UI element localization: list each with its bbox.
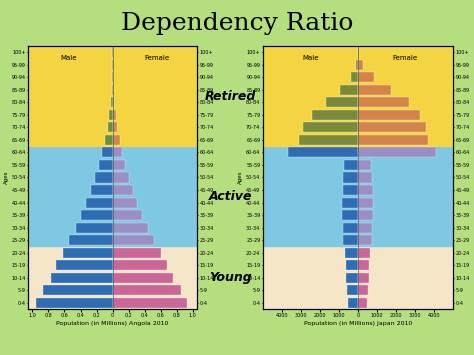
Bar xyxy=(343,185,358,195)
Bar xyxy=(112,210,142,220)
Text: Male: Male xyxy=(60,55,77,61)
Bar xyxy=(347,285,358,295)
Bar xyxy=(99,160,112,170)
Bar xyxy=(112,97,114,108)
Bar xyxy=(358,235,372,245)
Bar xyxy=(358,122,426,132)
Bar xyxy=(346,247,358,258)
Bar xyxy=(28,46,197,146)
Bar xyxy=(112,260,167,270)
Bar xyxy=(82,210,112,220)
Bar xyxy=(344,235,358,245)
Bar xyxy=(109,110,112,120)
Bar xyxy=(351,72,358,82)
Bar xyxy=(112,173,129,182)
Text: Male: Male xyxy=(302,55,319,61)
Bar xyxy=(343,173,358,182)
Bar xyxy=(346,260,358,270)
Text: Dependency Ratio: Dependency Ratio xyxy=(121,12,353,36)
Bar xyxy=(342,210,358,220)
Bar xyxy=(358,297,367,307)
Bar xyxy=(105,135,112,145)
Bar xyxy=(358,48,359,58)
Bar xyxy=(299,135,358,145)
Bar xyxy=(112,147,122,158)
Bar xyxy=(340,85,358,95)
Text: Female: Female xyxy=(392,55,418,61)
Bar xyxy=(342,197,358,208)
Bar xyxy=(112,185,133,195)
Bar xyxy=(56,260,112,270)
Bar xyxy=(263,146,453,246)
Bar xyxy=(76,223,112,233)
Bar xyxy=(326,97,358,108)
Bar xyxy=(112,247,161,258)
Bar xyxy=(358,85,391,95)
Bar xyxy=(358,223,372,233)
Bar xyxy=(263,246,453,309)
Bar xyxy=(358,247,370,258)
Bar xyxy=(43,285,112,295)
Bar xyxy=(28,146,197,246)
Bar xyxy=(112,110,116,120)
Bar xyxy=(358,135,428,145)
Bar xyxy=(63,247,112,258)
Bar xyxy=(358,197,373,208)
Bar xyxy=(112,135,120,145)
Bar xyxy=(111,97,112,108)
Bar xyxy=(51,273,112,283)
Y-axis label: Ages: Ages xyxy=(4,171,9,184)
Text: Female: Female xyxy=(144,55,169,61)
Bar xyxy=(112,235,154,245)
Bar xyxy=(358,210,373,220)
Text: Active: Active xyxy=(209,190,253,203)
Bar xyxy=(112,297,187,307)
Bar xyxy=(69,235,112,245)
Bar xyxy=(358,160,371,170)
Y-axis label: Ages: Ages xyxy=(238,171,243,184)
Bar xyxy=(358,97,409,108)
Bar xyxy=(112,273,173,283)
Bar xyxy=(112,160,126,170)
Bar xyxy=(112,122,118,132)
Bar xyxy=(358,147,436,158)
Bar xyxy=(358,285,368,295)
Bar xyxy=(112,197,137,208)
Bar xyxy=(346,273,358,283)
X-axis label: Population (in Millions) Angola 2010: Population (in Millions) Angola 2010 xyxy=(56,321,169,326)
Bar xyxy=(358,110,420,120)
Bar xyxy=(358,273,369,283)
Text: Retired: Retired xyxy=(205,90,256,103)
Bar xyxy=(358,185,373,195)
Text: Young: Young xyxy=(210,271,252,284)
Bar xyxy=(112,285,181,295)
Bar xyxy=(358,60,363,70)
Bar xyxy=(343,223,358,233)
Bar xyxy=(108,122,112,132)
Bar xyxy=(358,173,372,182)
Bar xyxy=(356,60,358,70)
Bar xyxy=(348,297,358,307)
Bar xyxy=(303,122,358,132)
X-axis label: Population (in Millions) Japan 2010: Population (in Millions) Japan 2010 xyxy=(304,321,412,326)
Bar xyxy=(312,110,358,120)
Bar xyxy=(112,223,148,233)
Bar xyxy=(358,260,369,270)
Bar xyxy=(102,147,112,158)
Bar xyxy=(112,85,113,95)
Bar xyxy=(344,160,358,170)
Bar xyxy=(91,185,112,195)
Bar xyxy=(288,147,358,158)
Bar xyxy=(28,246,197,309)
Bar xyxy=(358,72,374,82)
Bar xyxy=(263,46,453,146)
Bar xyxy=(95,173,112,182)
Bar xyxy=(86,197,112,208)
Bar xyxy=(36,297,112,307)
